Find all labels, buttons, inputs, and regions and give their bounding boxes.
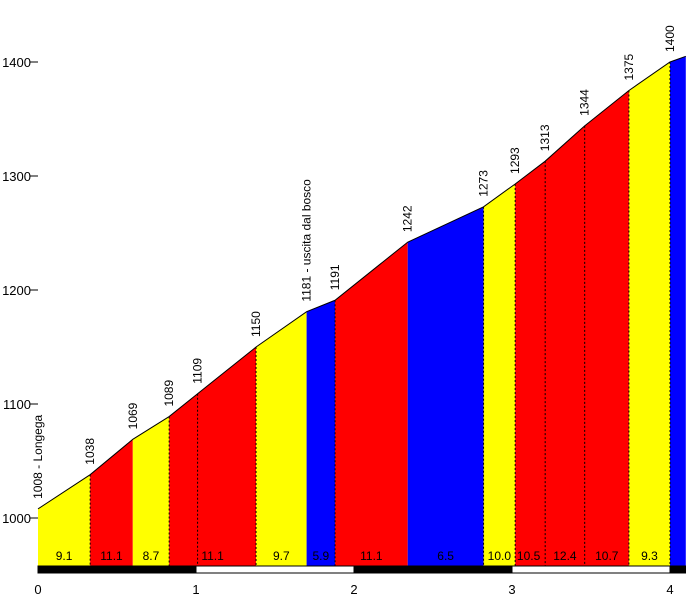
grade-label-extra-1: 12.4 bbox=[553, 549, 577, 563]
profile-segment-10 bbox=[628, 62, 670, 566]
distance-bar-0 bbox=[37, 565, 197, 574]
elevation-label-9: 1273 bbox=[477, 170, 491, 197]
grade-label-0: 9.1 bbox=[56, 549, 73, 563]
profile-segment-2 bbox=[132, 416, 170, 566]
x-tick-label-3: 3 bbox=[508, 582, 515, 597]
profile-segment-11 bbox=[670, 56, 686, 567]
profile-segment-8 bbox=[483, 183, 516, 567]
grade-label-extra-0: 10.5 bbox=[517, 549, 541, 563]
profile-segment-4 bbox=[256, 311, 307, 566]
y-tick-label-1200: 1200 bbox=[2, 283, 31, 298]
grade-label-5: 5.9 bbox=[312, 549, 329, 563]
y-tick-label-1000: 1000 bbox=[2, 511, 31, 526]
elevation-label-11: 1313 bbox=[538, 124, 552, 151]
elevation-label-5: 1150 bbox=[249, 311, 263, 337]
x-tick-label-0: 0 bbox=[34, 582, 41, 597]
profile-segment-7 bbox=[407, 206, 484, 566]
profile-segment-5 bbox=[306, 300, 336, 566]
x-tick-label-4: 4 bbox=[666, 582, 673, 597]
profile-segment-9 bbox=[515, 90, 629, 566]
distance-bar-4 bbox=[669, 565, 686, 574]
profile-outline bbox=[37, 55, 686, 510]
grade-label-1: 11.1 bbox=[100, 549, 123, 563]
y-tick-label-1100: 1100 bbox=[3, 397, 31, 412]
elevation-label-3: 1089 bbox=[162, 380, 176, 407]
y-tick-label-1400: 1400 bbox=[2, 55, 31, 70]
elevation-label-7: 1191 bbox=[328, 264, 342, 290]
grade-label-2: 8.7 bbox=[143, 549, 160, 563]
elevation-label-10: 1293 bbox=[508, 147, 522, 174]
profile-segment-0 bbox=[38, 474, 91, 566]
elevation-label-4: 1109 bbox=[191, 358, 205, 384]
elevation-label-0: 1008 - Longega bbox=[31, 414, 45, 498]
grade-label-8: 10.0 bbox=[488, 549, 512, 563]
elevation-label-1: 1038 bbox=[83, 438, 97, 465]
profile-segment-3 bbox=[169, 347, 257, 566]
elevation-label-14: 1400 bbox=[663, 25, 677, 52]
x-tick-label-1: 1 bbox=[192, 582, 199, 597]
elevation-label-13: 1375 bbox=[622, 53, 636, 80]
elevation-label-2: 1069 bbox=[126, 402, 140, 429]
distance-bar-1 bbox=[195, 565, 355, 574]
elevation-label-6: 1181 - uscita dal bosco bbox=[300, 179, 314, 302]
grade-label-7: 6.5 bbox=[437, 549, 454, 563]
grade-label-extra-2: 10.7 bbox=[595, 549, 619, 563]
grade-label-10: 9.3 bbox=[641, 549, 658, 563]
profile-segment-1 bbox=[90, 439, 133, 566]
distance-bar-3 bbox=[511, 565, 671, 574]
distance-bar-2 bbox=[353, 565, 513, 574]
grade-label-6: 11.1 bbox=[360, 549, 383, 563]
grade-label-4: 9.7 bbox=[273, 549, 290, 563]
elevation-label-12: 1344 bbox=[578, 89, 592, 116]
x-tick-label-2: 2 bbox=[350, 582, 357, 597]
grade-label-3: 11.1 bbox=[201, 549, 224, 563]
elevation-label-8: 1242 bbox=[401, 205, 415, 232]
y-tick-label-1300: 1300 bbox=[2, 169, 31, 184]
profile-segment-6 bbox=[335, 242, 408, 566]
